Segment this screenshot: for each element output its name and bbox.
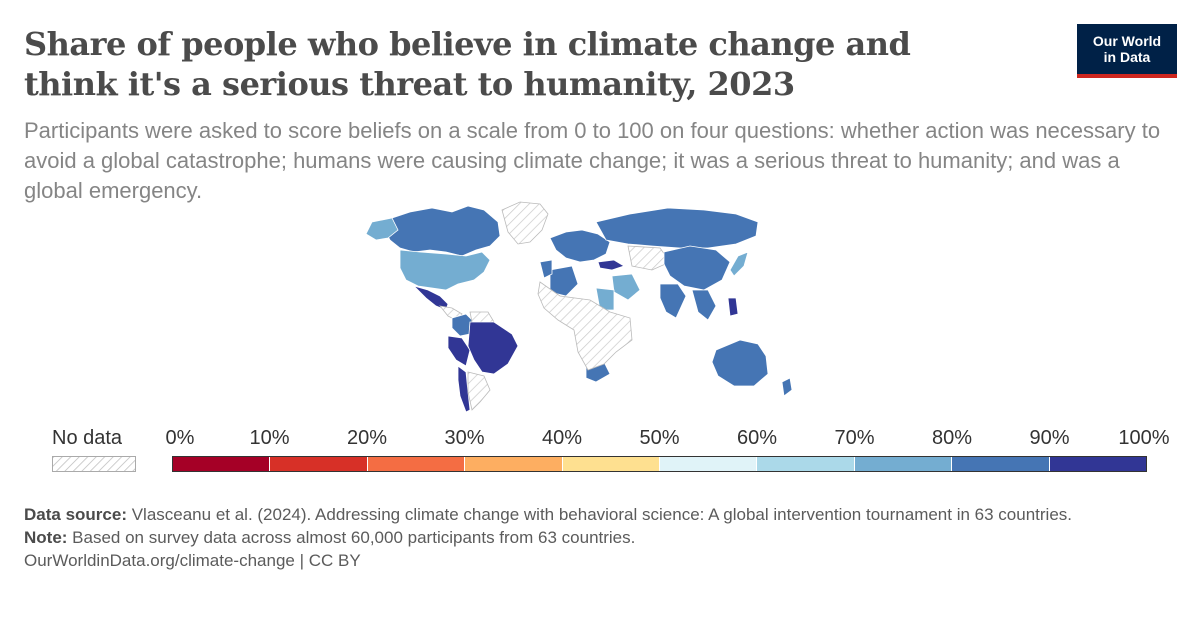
- legend-bin[interactable]: [270, 457, 368, 471]
- legend-tick-label: 70%: [834, 427, 875, 449]
- legend-bin[interactable]: [173, 457, 271, 471]
- logo-line-1: Our World: [1092, 33, 1162, 49]
- map-region-india[interactable]: [659, 283, 687, 319]
- source-label: Data source:: [24, 505, 127, 524]
- legend-bin[interactable]: [952, 457, 1050, 471]
- map-region-europe[interactable]: [549, 229, 611, 263]
- map-region-china[interactable]: [663, 245, 731, 291]
- map-region-russia[interactable]: [595, 207, 759, 249]
- map-region-turkey[interactable]: [597, 259, 625, 271]
- legend-no-data-swatch: [52, 456, 136, 472]
- legend-tick-label: 0%: [165, 427, 195, 449]
- legend-tick-label: 90%: [1029, 427, 1070, 449]
- map-region-brazil[interactable]: [467, 321, 519, 375]
- legend-tick-label: 100%: [1118, 427, 1170, 449]
- note-label: Note:: [24, 528, 68, 547]
- legend-tick-label: 20%: [346, 427, 388, 449]
- footer-note: Note: Based on survey data across almost…: [24, 526, 1174, 549]
- map-region-canada[interactable]: [382, 205, 501, 257]
- legend-bin[interactable]: [465, 457, 563, 471]
- footer-source: Data source: Vlasceanu et al. (2024). Ad…: [24, 503, 1174, 526]
- logo-line-2: in Data: [1103, 49, 1151, 65]
- map-region-philippines[interactable]: [727, 297, 739, 317]
- map-region-peru[interactable]: [447, 335, 471, 367]
- map-region-central-asia[interactable]: [627, 245, 671, 271]
- map-region-morocco[interactable]: [539, 259, 553, 279]
- map-region-greenland[interactable]: [501, 201, 549, 245]
- map-region-algeria[interactable]: [549, 265, 579, 297]
- chart-title: Share of people who believe in climate c…: [24, 25, 911, 103]
- legend-color-bar: [172, 456, 1147, 472]
- map-region-argentina[interactable]: [467, 371, 491, 411]
- legend-bin[interactable]: [367, 457, 466, 471]
- owid-logo[interactable]: Our World in Data: [1077, 24, 1177, 78]
- legend-tick-label: 40%: [541, 427, 583, 449]
- map-region-southeast-asia[interactable]: [691, 289, 717, 321]
- chart-subtitle: Participants were asked to score beliefs…: [24, 118, 1161, 203]
- map-region-new-zealand[interactable]: [781, 377, 793, 397]
- legend-bin[interactable]: [1049, 457, 1147, 471]
- footer: Data source: Vlasceanu et al. (2024). Ad…: [24, 503, 1174, 572]
- world-map[interactable]: [0, 195, 1200, 425]
- map-region-chile[interactable]: [457, 365, 471, 413]
- map-region-united-states[interactable]: [399, 249, 491, 291]
- legend-tick-label: 60%: [736, 427, 778, 449]
- legend-tick-label: 30%: [444, 427, 485, 449]
- legend-tick-label: 10%: [249, 427, 290, 449]
- map-region-rest-of-africa[interactable]: [537, 281, 633, 371]
- note-text: Based on survey data across almost 60,00…: [67, 528, 636, 547]
- footer-url[interactable]: OurWorldinData.org/climate-change | CC B…: [24, 551, 361, 570]
- legend-bin[interactable]: [562, 457, 661, 471]
- legend-bin[interactable]: [854, 457, 953, 471]
- map-region-alaska[interactable]: [365, 217, 399, 241]
- map-region-australia[interactable]: [711, 339, 769, 387]
- legend-tick-label: 80%: [931, 427, 973, 449]
- source-text[interactable]: Vlasceanu et al. (2024). Addressing clim…: [126, 505, 1072, 524]
- legend-tick-label: 50%: [639, 427, 680, 449]
- map-region-sudan[interactable]: [595, 287, 615, 311]
- map-region-saudi-arabia[interactable]: [611, 273, 641, 301]
- legend-bin[interactable]: [757, 457, 855, 471]
- legend-no-data-label: No data: [52, 427, 123, 449]
- map-region-japan[interactable]: [729, 251, 749, 277]
- legend-bin[interactable]: [660, 457, 758, 471]
